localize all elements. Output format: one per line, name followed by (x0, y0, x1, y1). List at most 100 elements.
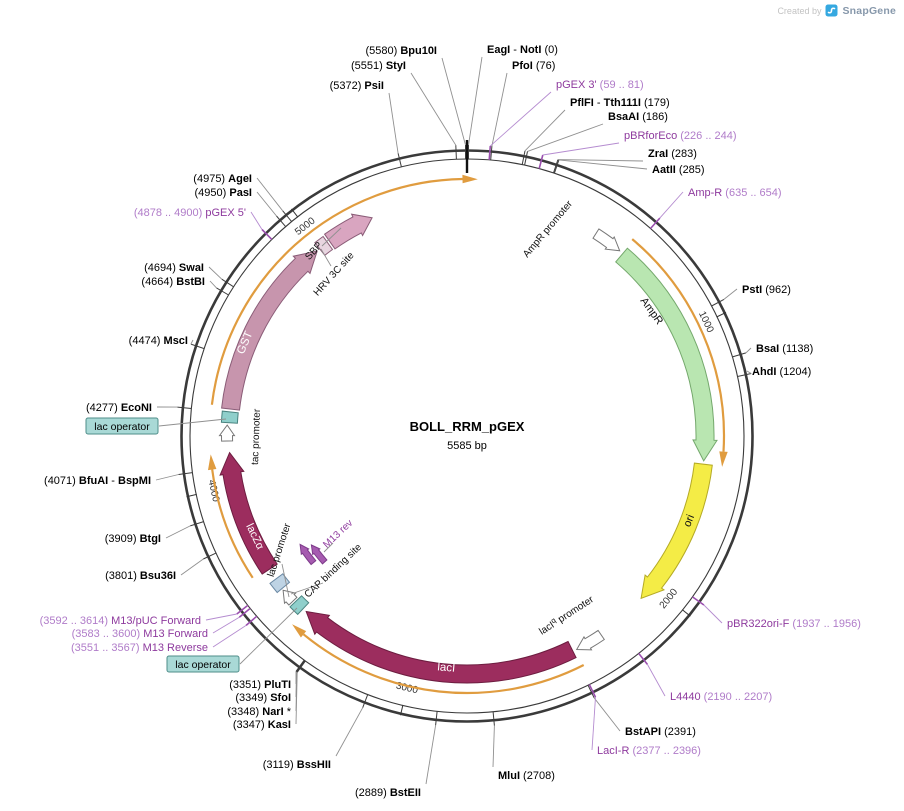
site-label-bstbi[interactable]: (4664) BstBI (141, 276, 205, 288)
site-label-laci-r[interactable]: LacI-R (2377 .. 2396) (597, 745, 701, 757)
callout-line-m13-forward (212, 616, 240, 634)
site-label-bsu36i[interactable]: (3801) Bsu36I (105, 570, 176, 582)
site-label-amp-r[interactable]: Amp-R (635 .. 654) (688, 187, 782, 199)
feature-label-m13-rev[interactable]: M13 rev (321, 518, 355, 551)
site-tick-styi (455, 145, 457, 160)
site-label-psti[interactable]: PstI (962) (742, 284, 791, 296)
site-label-pflfi-tth111i[interactable]: PflFI - Tth111I (179) (570, 97, 670, 109)
orf-laci[interactable] (302, 633, 585, 695)
site-label-bstapi[interactable]: BstAPI (2391) (625, 726, 696, 738)
site-label-swai[interactable]: (4694) SwaI (144, 262, 204, 274)
orf-gst-fusion[interactable] (210, 177, 463, 405)
site-tick-bsai (732, 352, 747, 358)
site-tick-econi (177, 406, 192, 409)
site-label-econi[interactable]: (4277) EcoNI (86, 402, 152, 414)
site-label-aatii[interactable]: AatII (285) (652, 164, 705, 176)
orf-ampr-arrowhead (719, 451, 728, 467)
feature-m13-rev-arrow-2[interactable] (299, 543, 317, 566)
feature-lac-promoter[interactable] (282, 589, 298, 606)
site-label-bpu10i[interactable]: (5580) Bpu10I (365, 45, 437, 57)
site-label-l4440[interactable]: L4440 (2190 .. 2207) (670, 691, 772, 703)
site-label-agei[interactable]: (4975) AgeI (193, 173, 252, 185)
feature-ampr[interactable] (614, 247, 718, 462)
callout-line-eagi-noti (468, 56, 483, 146)
feature-sbp[interactable] (323, 213, 373, 250)
boxed-label-lac-operator-1[interactable]: lac operator (94, 421, 150, 433)
site-label-pasi[interactable]: (4950) PasI (195, 187, 253, 199)
site-label-mlui[interactable]: MluI (2708) (498, 770, 555, 782)
site-tick-pgex-3 (488, 145, 492, 160)
site-label-btgi[interactable]: (3909) BtgI (105, 533, 161, 545)
site-label-bsai[interactable]: BsaI (1138) (756, 343, 813, 355)
site-label-pbrforeco[interactable]: pBRforEco (226 .. 244) (624, 130, 737, 142)
site-label-pgex-3[interactable]: pGEX 3' (59 .. 81) (556, 79, 644, 91)
feature-label-ampr-promoter[interactable]: AmpR promoter (521, 198, 575, 260)
feature-lacza[interactable] (219, 451, 278, 575)
site-label-pluti[interactable]: (3351) PluTI (229, 679, 291, 691)
site-label-pfoi[interactable]: PfoI (76) (512, 60, 555, 72)
position-tick-1000 (716, 311, 727, 318)
callout-line-pbrforeco (542, 142, 620, 156)
feature-ampr-promoter[interactable] (592, 228, 621, 252)
feature-hrv-3c-site[interactable] (314, 235, 334, 257)
site-tick-pfoi (490, 146, 493, 161)
feature-label-tac-promoter[interactable]: tac promoter (250, 408, 263, 465)
site-label-styi[interactable]: (5551) StyI (351, 60, 406, 72)
site-label-pbr322ori-f[interactable]: pBR322ori-F (1937 .. 1956) (727, 618, 861, 630)
site-label-pgex-5[interactable]: (4878 .. 4900) pGEX 5' (134, 207, 246, 219)
site-label-bsshii[interactable]: (3119) BssHII (263, 759, 331, 771)
site-label-m13-forward[interactable]: (3583 .. 3600) M13 Forward (72, 628, 208, 640)
callout-line-bfuai-bspmi (155, 474, 179, 481)
feature-lac-operator-1[interactable] (220, 410, 239, 424)
feature-ori[interactable] (640, 462, 713, 600)
callout-line-pgex-3 (490, 91, 552, 147)
feature-label-laciq-promoter[interactable]: lacIq promoter (536, 592, 596, 638)
orf-ampr[interactable] (631, 238, 726, 452)
site-label-zrai[interactable]: ZraI (283) (648, 148, 697, 160)
site-label-eagi-noti[interactable]: EagI - NotI (0) (487, 44, 558, 56)
site-label-bsteii[interactable]: (2889) BstEII (355, 787, 421, 799)
site-label-m13-reverse[interactable]: (3551 .. 3567) M13 Reverse (71, 642, 208, 654)
callout-line-laci-r (591, 697, 596, 751)
callout-line-bsu36i (180, 558, 204, 576)
feature-m13-rev-arrow-1[interactable] (310, 544, 328, 565)
orf-lacza[interactable] (211, 469, 254, 579)
boxed-label-lac-operator-2[interactable]: lac operator (175, 659, 231, 671)
site-label-m13-puc-forward[interactable]: (3592 .. 3614) M13/pUC Forward (40, 615, 201, 627)
feature-label-hrv-3c-site[interactable]: HRV 3C site (312, 250, 357, 298)
site-tick-bsu36i (203, 552, 217, 560)
site-tick-bsshii (362, 694, 369, 708)
feature-laci[interactable] (305, 610, 577, 684)
site-tick-mlui (492, 711, 495, 726)
site-tick-msci (190, 343, 205, 350)
callout-line-mlui (492, 725, 495, 768)
site-label-sfoi[interactable]: (3349) SfoI (235, 692, 291, 704)
callout-line-bpu10i (441, 57, 466, 146)
orf-gst-fusion-arrowhead (462, 174, 478, 184)
feature-gst[interactable] (221, 250, 318, 411)
feature-laciq-promoter[interactable] (575, 629, 605, 651)
site-tick-pbrforeco (538, 154, 544, 169)
callout-line-pgex-5 (250, 211, 263, 230)
feature-label-laci[interactable]: lacI (437, 661, 456, 675)
feature-label-ori[interactable]: ori (681, 513, 697, 529)
feature-tac-promoter[interactable] (218, 424, 236, 442)
site-label-nari[interactable]: (3348) NarI * (227, 706, 291, 718)
site-label-kasi[interactable]: (3347) KasI (233, 719, 291, 731)
feature-label-lac-promoter[interactable]: lac promoter (266, 521, 294, 578)
site-tick-btgi (190, 521, 204, 527)
callout-line-bsaai (527, 123, 604, 152)
position-marker-5000: 5000 (293, 215, 318, 238)
site-label-psii[interactable]: (5372) PsiI (330, 80, 384, 92)
callout-line-psii (388, 92, 399, 154)
callout-line-aatii (558, 159, 648, 170)
site-label-msci[interactable]: (4474) MscI (129, 335, 188, 347)
site-label-bfuai-bspmi[interactable]: (4071) BfuAI - BspMI (44, 475, 151, 487)
site-label-ahdi[interactable]: AhdI (1204) (752, 366, 811, 378)
site-tick-bstbi (216, 287, 229, 296)
site-label-bsaai[interactable]: BsaAI (186) (608, 111, 668, 123)
site-tick-psti (711, 298, 725, 307)
site-tick-ahdi (737, 373, 752, 377)
callout-line-psti (723, 288, 738, 300)
